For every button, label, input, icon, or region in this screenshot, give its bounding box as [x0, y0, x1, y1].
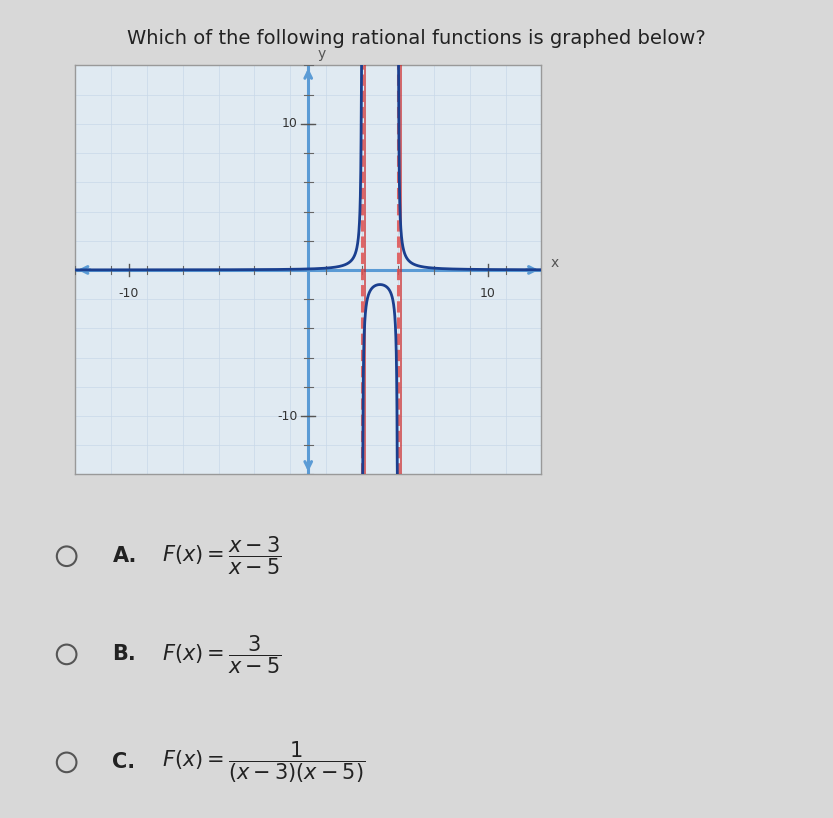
- Text: $F(x) = \dfrac{x-3}{x-5}$: $F(x) = \dfrac{x-3}{x-5}$: [162, 535, 282, 578]
- Text: -10: -10: [277, 410, 297, 423]
- Text: $F(x) = \dfrac{1}{(x-3)(x-5)}$: $F(x) = \dfrac{1}{(x-3)(x-5)}$: [162, 739, 366, 785]
- Text: 10: 10: [282, 117, 297, 130]
- Text: 10: 10: [480, 287, 496, 300]
- Text: x: x: [551, 256, 559, 270]
- Text: $F(x) = \dfrac{3}{x-5}$: $F(x) = \dfrac{3}{x-5}$: [162, 633, 282, 676]
- Text: C.: C.: [112, 753, 136, 772]
- Text: -10: -10: [118, 287, 139, 300]
- Text: Which of the following rational functions is graphed below?: Which of the following rational function…: [127, 29, 706, 47]
- Text: B.: B.: [112, 645, 137, 664]
- Text: A.: A.: [112, 546, 137, 566]
- Text: y: y: [317, 47, 326, 61]
